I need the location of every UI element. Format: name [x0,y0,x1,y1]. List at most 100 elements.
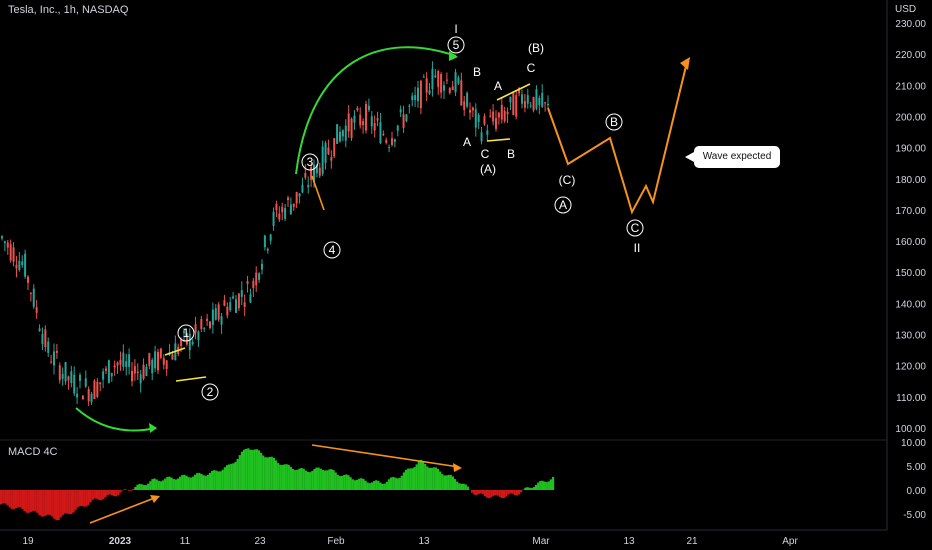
candle-body [310,167,313,180]
candle-body [110,372,113,377]
macd-bar [436,468,440,490]
candle-body [194,324,197,333]
candle-body [165,360,168,370]
candle-body [287,197,289,201]
macd-bar [249,449,252,490]
macd-bar [130,490,133,491]
price-tick-label: 180.00 [895,175,926,186]
price-axis-currency[interactable]: USD [895,4,917,15]
macd-bar [428,467,431,490]
candle-body [388,147,391,149]
wave-1-label: 1 [177,324,195,342]
price-tick-label: 130.00 [895,331,926,342]
macd-bar [375,480,378,490]
macd-bar [21,490,24,509]
candle-body [232,296,235,299]
macd-bar [172,478,175,490]
candle-body [445,79,448,81]
candle-body [122,352,125,367]
wave-5-label: 5 [447,36,465,54]
macd-bar [144,485,148,490]
macd-bar [336,474,339,490]
macd-bar [115,490,118,497]
candle-body [278,213,281,220]
wave-label-A-upper: A [494,79,502,93]
macd-bar [396,478,399,490]
macd-bar [311,470,314,490]
macd-trend-arrowhead-low [150,495,160,503]
candle-body [200,319,203,329]
candle-body [29,292,32,294]
macd-bar [183,474,186,490]
candle-body [284,207,287,219]
macd-bar [473,490,476,495]
candle-body [370,116,373,127]
macd-bar [2,490,5,504]
macd-bar [106,490,109,496]
candle-body [544,102,547,104]
candle-body [15,264,18,269]
candle-body [272,211,275,226]
candle-body [419,80,422,109]
macd-bar [19,490,22,508]
macd-bar [368,483,371,490]
candle-body [258,273,261,280]
time-tick-label: 13 [623,536,635,547]
macd-bar [83,490,86,507]
candle-body [454,72,457,93]
macd-bar [176,478,180,490]
wave-label-C-paren: (C) [559,173,576,187]
macd-bar [46,490,50,515]
macd-bar [330,469,333,490]
macd-bar [355,479,359,490]
macd-bar [304,470,307,490]
price-axis-panel[interactable] [887,0,932,550]
indicator-label[interactable]: MACD 4C [8,446,58,458]
macd-bar [251,449,254,490]
macd-bar [417,461,420,490]
macd-bar [240,451,244,490]
candle-body [185,333,188,345]
candle-body [344,125,347,141]
macd-bar [413,467,416,490]
macd-bar [40,490,43,517]
macd-bar [170,477,173,490]
macd-bar [447,474,450,490]
macd-bar [119,490,122,493]
macd-bar [347,475,350,490]
candle-body [27,276,29,283]
macd-bar [481,490,484,495]
macd-bar [398,477,401,490]
macd-bar [228,464,231,490]
macd-bar [539,480,542,490]
macd-bar [460,483,463,490]
macd-bar [76,490,79,508]
macd-bar [394,477,397,490]
candle-body [339,131,341,142]
macd-bar [234,461,237,490]
candle-body [526,95,529,104]
candle-body [382,133,385,135]
candle-body [289,204,292,215]
candle-body [96,381,99,397]
macd-bar [198,472,201,490]
candle-body [263,235,266,248]
svg-text:C: C [631,221,640,235]
macd-bar [247,448,250,490]
macd-bar [547,481,550,490]
macd-bar [483,490,486,496]
candle-body [460,80,463,106]
macd-bar [456,481,459,490]
macd-bar [500,490,504,499]
candle-body [87,389,90,402]
macd-bar [57,490,60,520]
candle-body [266,248,269,251]
chart-title: Tesla, Inc., 1h, NASDAQ [8,4,129,16]
candle-body [3,241,6,244]
macd-bar [513,490,516,496]
candle-body [451,86,454,90]
candle-body [203,328,206,330]
macd-bar [364,480,367,490]
candle-body [495,118,497,129]
